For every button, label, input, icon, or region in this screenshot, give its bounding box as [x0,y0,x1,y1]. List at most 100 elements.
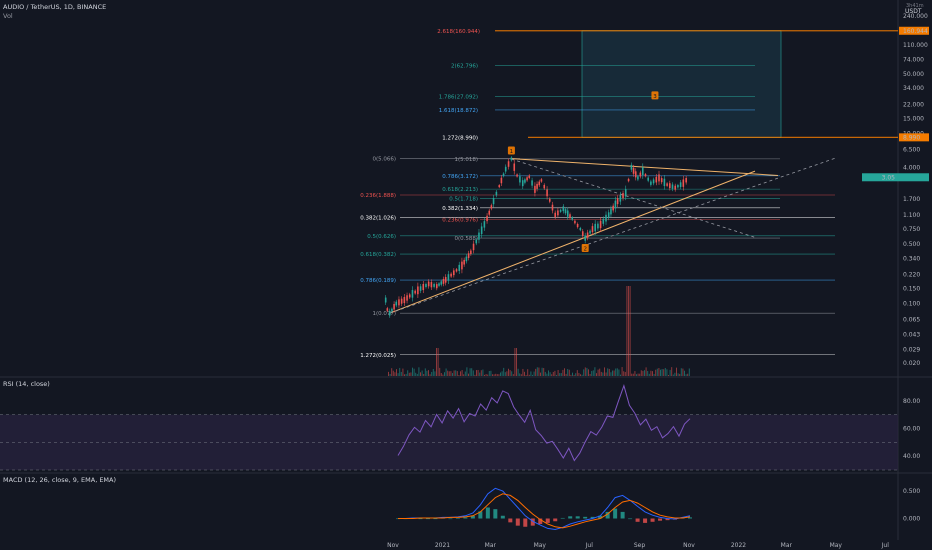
candle-body [516,174,518,177]
candle-body [614,200,617,209]
volume-bar [394,372,396,376]
volume-bar [480,370,482,376]
volume-bar [560,373,562,376]
currency-sub: 3h41m [906,3,924,9]
volume-bar [458,374,460,376]
volume-bar [674,372,676,376]
candle-body [504,166,507,172]
candle-body [388,310,391,316]
candle-body [607,212,610,218]
volume-bar [618,369,620,376]
rsi-label[interactable]: RSI (14, close) [3,380,50,388]
candle-body [669,183,671,189]
volume-bar [580,374,581,376]
price-axis-tick: 0.029 [903,346,920,353]
time-axis-tick: Mar [485,542,497,549]
volume-bar [447,370,449,376]
price-axis-tick: 240.000 [903,13,928,20]
resistance-trendline [511,158,779,177]
current-price-value: 3.05 [882,174,896,181]
candle-body [602,218,605,224]
fib-level-label: 0.5(1.718) [449,196,478,202]
volume-bar [634,371,636,376]
volume-bar [540,372,541,376]
volume-bar [685,374,687,376]
volume-bar [400,371,402,376]
candle-body [528,175,531,178]
volume-bar [624,371,626,376]
volume-bar [602,372,604,376]
volume-bar [512,374,514,376]
candle-body [652,179,655,184]
volume-bar [444,372,445,376]
macd-hist-bar [508,518,513,523]
candle-body [521,180,524,187]
volume-bar [664,368,666,376]
volume-bar [557,370,559,376]
volume-bar [495,373,497,376]
candle-body [478,232,480,240]
price-candles [384,156,687,318]
volume-bar [520,374,522,376]
price-axis-tick: 50.000 [903,71,924,78]
volume-bar [466,367,468,376]
macd-label[interactable]: MACD (12, 26, close, 9, EMA, EMA) [3,476,117,484]
rsi-axis-tick: 80.00 [903,398,920,405]
price-axis-tick: 1.700 [903,196,920,203]
macd-hist-bar [470,515,475,519]
volume-bar [472,370,474,376]
symbol-title[interactable]: AUDIO / TetherUS, 1D, BINANCE [3,3,107,11]
volume-bar [429,374,431,376]
macd-hist-bar [538,518,543,524]
volume-bar [416,373,418,376]
candle-body [540,179,543,182]
volume-bar [432,368,434,376]
volume-bar [543,368,545,376]
volume-bar [436,348,437,376]
candle-body [634,171,637,178]
volume-bar [500,372,501,376]
candle-body [472,243,475,251]
volume-bar [402,368,404,376]
candle-body [458,264,461,271]
candle-body [398,299,400,306]
candle-body [624,189,627,197]
volume-bar [399,367,401,376]
wave-label: 2 [583,246,587,252]
volume-bar [516,348,517,376]
price-axis-tick: 4.000 [903,164,920,171]
volume-bar [658,368,660,376]
volume-bar [567,369,569,376]
macd-hist-bar [553,518,558,522]
candle-body [435,284,438,289]
candle-body [639,172,642,177]
volume-bar [535,368,537,376]
volume-bar [522,368,524,376]
volume-bar [556,374,557,376]
volume-bar [655,369,657,376]
volume-bar [604,367,605,376]
currency-unit[interactable]: USDT [905,8,922,15]
price-axis-tick: 0.020 [903,360,920,367]
volume-bar [688,368,690,376]
candle-body [526,177,528,181]
price-axis-tick: 15.000 [903,115,924,122]
volume-bar [424,368,426,376]
candle-body [666,183,668,186]
candle-body [597,223,599,229]
candle-body [453,270,455,276]
volume-bar [660,369,661,376]
volume-bar [549,372,551,376]
volume-bar [509,370,511,376]
macd-hist-bar [560,517,565,519]
volume-bars [388,286,690,376]
volume-bar [599,368,601,376]
volume-bar [652,371,653,376]
volume-bar [532,374,533,376]
volume-bar [570,374,572,376]
candle-body [562,206,565,212]
price-axis-tick: 0.220 [903,271,920,278]
candle-body [488,210,491,215]
candle-body [408,294,411,298]
